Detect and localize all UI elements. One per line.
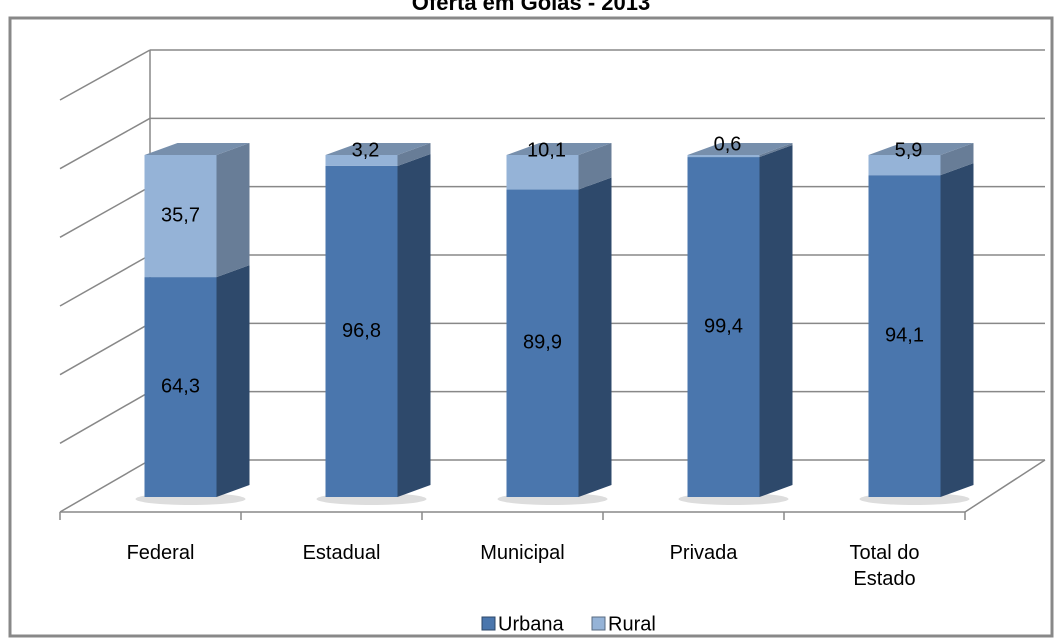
bar-segment	[506, 189, 579, 498]
value-label: 96,8	[342, 320, 381, 342]
legend-swatch	[591, 616, 606, 631]
bar-side	[216, 265, 250, 497]
bar-segment	[868, 175, 941, 498]
bar-segment	[144, 277, 217, 497]
bar-side	[759, 145, 793, 497]
grid-line	[59, 117, 151, 170]
bar-top	[325, 143, 431, 155]
x-tick-label: Estadual	[302, 542, 381, 564]
bar-segment	[687, 155, 760, 158]
value-label: 0,6	[714, 133, 742, 155]
legend-swatch	[481, 616, 496, 631]
chart-title: Oferta em Goiás - 2013	[412, 0, 650, 15]
bar-segment	[687, 157, 760, 497]
x-tick-label: Total do Estado	[849, 542, 920, 590]
bar-segment	[325, 165, 398, 497]
grid-line	[59, 254, 151, 307]
bar-side	[397, 143, 431, 166]
bar-side	[578, 143, 612, 190]
value-label: 99,4	[704, 315, 743, 337]
value-label: 3,2	[352, 139, 380, 161]
bar-top	[506, 143, 612, 155]
value-label: 35,7	[161, 204, 200, 226]
bar-top	[868, 143, 974, 155]
x-tick-label: Privada	[669, 542, 738, 564]
grid-line	[59, 391, 151, 444]
grid-line	[59, 49, 151, 101]
bar-segment	[144, 155, 217, 278]
bar-segment	[506, 155, 579, 190]
x-tick-label: Municipal	[480, 542, 565, 564]
legend-label: Urbana	[498, 613, 564, 635]
value-label: 10,1	[527, 139, 566, 161]
value-label: 5,9	[895, 139, 923, 161]
grid-line	[59, 322, 151, 376]
value-label: 94,1	[885, 324, 924, 346]
grid-line	[59, 459, 151, 513]
bar-top	[687, 143, 793, 155]
bar-side	[397, 153, 431, 497]
bar-side	[216, 143, 250, 278]
floor-right	[964, 459, 1046, 513]
bar-side	[578, 177, 612, 498]
bar-segment	[325, 155, 398, 166]
value-label: 64,3	[161, 375, 200, 397]
grid-line	[59, 186, 151, 238]
bar-side	[759, 143, 793, 158]
bar-segment	[868, 155, 941, 176]
bar-top	[144, 143, 250, 155]
legend-label: Rural	[608, 613, 656, 635]
x-tick-label: Federal	[126, 542, 195, 564]
bar-side	[940, 143, 974, 176]
bar-side	[940, 163, 974, 498]
value-label: 89,9	[523, 332, 562, 354]
